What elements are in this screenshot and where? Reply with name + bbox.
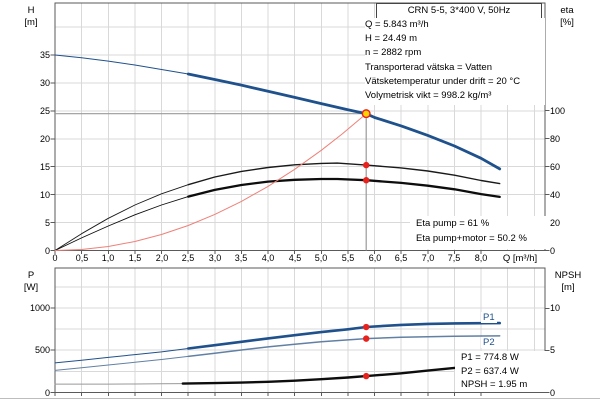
eta-tick-label: 80 xyxy=(550,134,561,144)
x-tick-label: 3,5 xyxy=(234,253,248,263)
x-tick-label: 1,5 xyxy=(128,253,142,263)
npsh-tick-label: 0 xyxy=(550,388,556,398)
x-tick-label: 7,0 xyxy=(421,253,435,263)
h-tick-label: 35 xyxy=(39,50,50,60)
npsh-tick-label: 10 xyxy=(550,303,561,313)
window-bottom-edge xyxy=(0,398,600,399)
eta-values-box: Eta pump = 61 % Eta pump+motor = 50.2 % xyxy=(410,216,550,249)
x-tick-label: 2,0 xyxy=(155,253,169,263)
info-liquid: Transporterad vätska = Vatten xyxy=(365,61,492,73)
eta-pump-value: Eta pump = 61 % xyxy=(416,218,490,229)
p-axis-title: P xyxy=(27,270,35,281)
h-tick-label: 20 xyxy=(39,134,50,144)
info-density: Volymetrisk vikt = 998.2 kg/m³ xyxy=(365,90,492,102)
x-tick-label: 3,0 xyxy=(208,253,222,263)
x-tick-label: 4,0 xyxy=(261,253,275,263)
npsh-tick-label: 5 xyxy=(550,345,556,355)
x-tick-label: 1,0 xyxy=(101,253,115,263)
p2-curve-label: P2 xyxy=(481,337,497,348)
h-tick-label: 15 xyxy=(39,162,50,172)
h-axis-title: H xyxy=(27,5,35,16)
eta-tick-label: 0 xyxy=(550,246,556,256)
q-axis-title: Q [m³/h] xyxy=(502,253,538,264)
npsh-axis-unit: [m] xyxy=(561,282,575,293)
p1-curve-label: P1 xyxy=(481,312,497,323)
info-temperature: Vätsketemperatur under drift = 20 °C xyxy=(365,75,521,87)
x-tick-label: 0 xyxy=(52,253,58,263)
info-q: Q = 5.843 m³/h xyxy=(365,19,429,30)
p-tick-label: 0 xyxy=(44,388,50,398)
p-axis-unit: [W] xyxy=(23,282,39,293)
x-tick-label: 8,0 xyxy=(474,253,488,263)
info-n: n = 2882 rpm xyxy=(365,47,422,59)
h-axis-unit: [m] xyxy=(24,17,38,28)
x-tick-label: 5,5 xyxy=(341,253,355,263)
p-tick-label: 500 xyxy=(34,345,50,355)
eta-tick-label: 100 xyxy=(550,106,566,116)
h-tick-label: 30 xyxy=(39,78,50,88)
h-tick-label: 0 xyxy=(44,246,50,256)
eta-tick-label: 20 xyxy=(550,218,561,228)
h-tick-label: 25 xyxy=(39,106,50,116)
npsh-value: NPSH = 1.95 m xyxy=(461,379,528,391)
x-tick-label: 0,5 xyxy=(75,253,89,263)
eta-axis-unit: [%] xyxy=(560,17,574,28)
p-tick-label: 1000 xyxy=(29,303,50,313)
eta-tick-label: 60 xyxy=(550,162,561,172)
x-tick-label: 7,5 xyxy=(447,253,461,263)
info-h: H = 24.49 m xyxy=(365,33,418,45)
h-tick-label: 10 xyxy=(39,190,50,200)
eta-tick-label: 40 xyxy=(550,190,561,200)
x-tick-label: 4,5 xyxy=(288,253,302,263)
x-tick-label: 2,5 xyxy=(181,253,195,263)
duty-info-block: Q = 5.843 m³/h H = 24.49 m n = 2882 rpm … xyxy=(365,18,545,105)
p1-value: P1 = 774.8 W xyxy=(461,352,519,363)
x-tick-label: 6,5 xyxy=(394,253,408,263)
eta-pump-motor-value: Eta pump+motor = 50.2 % xyxy=(416,233,527,244)
power-npsh-box: P1 = 774.8 W P2 = 637.4 W NPSH = 1.95 m xyxy=(455,351,550,392)
npsh-axis-title: NPSH xyxy=(554,270,582,281)
x-tick-label: 6,0 xyxy=(368,253,382,263)
p2-value: P2 = 637.4 W xyxy=(461,365,519,377)
pump-model-header: CRN 5-5, 3*400 V, 50Hz xyxy=(376,3,542,19)
eta-axis-title: eta xyxy=(560,5,574,16)
x-tick-label: 5,0 xyxy=(314,253,328,263)
h-tick-label: 5 xyxy=(44,218,50,228)
